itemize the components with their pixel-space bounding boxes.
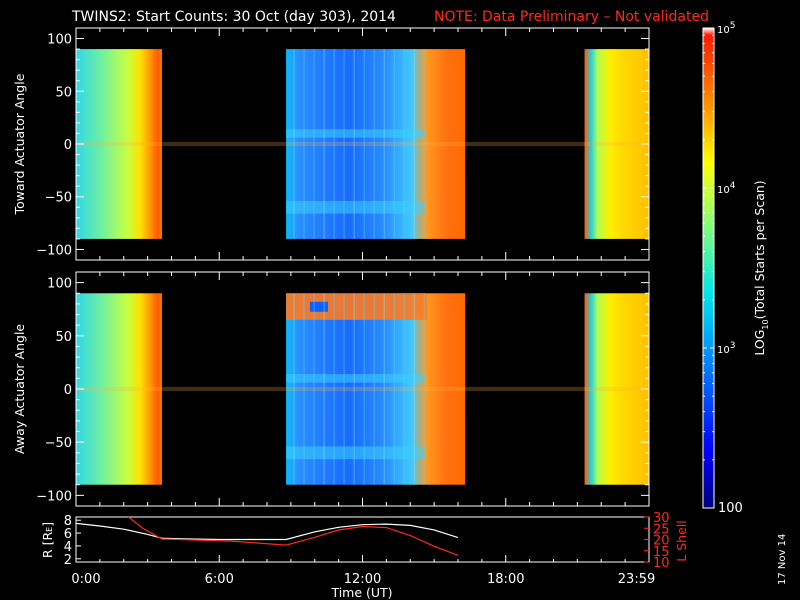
orbit-left-label: R [RE] bbox=[40, 522, 55, 558]
preliminary-note: NOTE: Data Preliminary – Not validated bbox=[434, 9, 709, 25]
heatmap-block-3 bbox=[584, 49, 649, 239]
date-stamp: 17 Nov 14 bbox=[777, 534, 788, 585]
heatmap-streak bbox=[413, 49, 416, 239]
left-tick-label: 2 bbox=[64, 553, 72, 568]
x-tick-label: 0:00 bbox=[71, 572, 100, 587]
heatmap-streak bbox=[293, 49, 295, 239]
heatmap-streak bbox=[303, 293, 305, 485]
r-series-line bbox=[75, 522, 459, 541]
heatmap-band bbox=[286, 200, 425, 214]
heatmap-streak bbox=[423, 293, 426, 485]
heatmap-streak bbox=[373, 293, 375, 485]
left-tick-label: 4 bbox=[64, 540, 72, 555]
heatmap-hot-band bbox=[286, 293, 427, 320]
heatmap-streak bbox=[333, 49, 335, 239]
y-tick-label: 0 bbox=[64, 383, 72, 398]
x-tick-label: 18:00 bbox=[487, 572, 524, 587]
colorbar bbox=[702, 27, 715, 509]
colorbar-tick-label: 105 bbox=[717, 21, 735, 36]
heatmap-streak bbox=[323, 49, 325, 239]
heatmap-streak bbox=[353, 293, 355, 485]
heatmap-streak bbox=[343, 49, 345, 239]
heatmap-streak bbox=[373, 49, 375, 239]
lshell-series-line bbox=[128, 516, 459, 556]
y-tick-label: −100 bbox=[36, 489, 72, 504]
heatmap-streak bbox=[363, 49, 365, 239]
heatmap-streak bbox=[393, 49, 396, 239]
left-tick-label: 6 bbox=[64, 527, 72, 542]
heatmap-streak bbox=[323, 293, 325, 485]
heatmap-streak bbox=[383, 49, 386, 239]
heatmap-streak bbox=[383, 293, 386, 485]
y-tick-label: −50 bbox=[45, 191, 72, 206]
y-tick-label: 100 bbox=[47, 277, 72, 292]
right-tick-label: 20 bbox=[653, 534, 670, 549]
heatmap-streak bbox=[353, 49, 355, 239]
heatmap-streak bbox=[403, 49, 406, 239]
heatmap-streak bbox=[343, 293, 345, 485]
away-y-ticks: 100 50 0 −50 −100 bbox=[36, 272, 650, 506]
y-tick-label: 50 bbox=[55, 330, 72, 345]
heatmap-streak bbox=[313, 49, 315, 239]
x-tick-label: 23:59 bbox=[618, 572, 655, 587]
orbit-right-label: L Shell bbox=[674, 520, 689, 561]
away-angle-panel bbox=[76, 293, 649, 485]
y-tick-label: 0 bbox=[64, 138, 72, 153]
left-tick-label: 8 bbox=[64, 514, 72, 529]
zero-angle-line bbox=[76, 141, 649, 147]
right-tick-label: 10 bbox=[653, 556, 670, 571]
colorbar-bottom-label: 100 bbox=[718, 501, 743, 516]
heatmap-streak bbox=[293, 293, 295, 485]
heatmap-band bbox=[286, 446, 425, 460]
heatmap-streak bbox=[403, 293, 406, 485]
heatmap-streak bbox=[393, 293, 396, 485]
chart-title: TWINS2: Start Counts: 30 Oct (day 303), … bbox=[71, 9, 396, 25]
colorbar-tick-label: 103 bbox=[717, 341, 735, 356]
heatmap-spot bbox=[309, 301, 328, 312]
colorbar-ticks: 105 104 103 100 bbox=[703, 21, 743, 516]
heatmap-band bbox=[286, 374, 425, 383]
colorbar-tick-label: 104 bbox=[717, 181, 736, 196]
heatmap-band bbox=[286, 129, 425, 138]
heatmap-streak bbox=[423, 49, 426, 239]
right-tick-label: 15 bbox=[653, 545, 670, 560]
zero-angle-line bbox=[76, 386, 649, 392]
heatmap-streak bbox=[333, 293, 335, 485]
x-axis-label: Time (UT) bbox=[330, 585, 392, 600]
away-y-label: Away Actuator Angle bbox=[12, 324, 27, 455]
heatmap-streak bbox=[413, 293, 416, 485]
right-tick-label: 30 bbox=[653, 511, 670, 526]
y-tick-label: 50 bbox=[55, 85, 72, 100]
y-tick-label: −100 bbox=[36, 243, 72, 258]
heatmap-streak bbox=[313, 293, 315, 485]
toward-y-label: Toward Actuator Angle bbox=[12, 73, 27, 215]
orbit-lines bbox=[75, 516, 459, 556]
x-tick-label: 6:00 bbox=[205, 572, 234, 587]
heatmap-streak bbox=[303, 49, 305, 239]
heatmap-block-1 bbox=[76, 293, 162, 485]
right-tick-label: 25 bbox=[653, 522, 670, 537]
colorbar-label: LOG10(Total Starts per Scan) bbox=[752, 180, 770, 355]
x-tick-label: 12:00 bbox=[344, 572, 381, 587]
heatmap-block-1 bbox=[76, 49, 162, 239]
heatmap-streak bbox=[363, 293, 365, 485]
toward-angle-panel bbox=[76, 49, 649, 239]
heatmap-block-3 bbox=[584, 293, 649, 485]
y-tick-label: 100 bbox=[47, 33, 72, 48]
toward-y-ticks: 100 50 0 −50 −100 bbox=[36, 28, 650, 260]
y-tick-label: −50 bbox=[45, 436, 72, 451]
